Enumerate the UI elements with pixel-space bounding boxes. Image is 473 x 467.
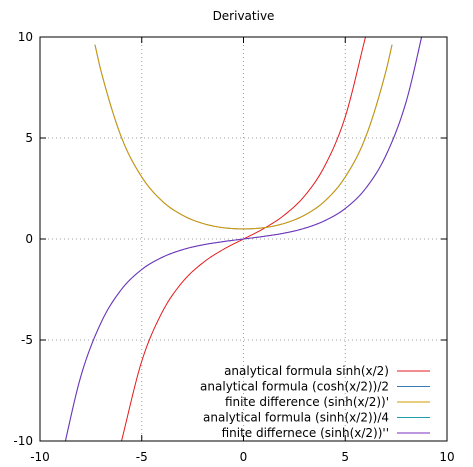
ticks: -10 -5 0 5 10 -10 -5 0 5 10 — [13, 30, 454, 464]
x-tick-label: -5 — [136, 450, 148, 464]
x-tick-label: -10 — [30, 450, 50, 464]
grid — [40, 37, 447, 441]
x-tick-label: 5 — [341, 450, 349, 464]
chart-title: Derivative — [213, 9, 275, 23]
y-tick-label: -10 — [13, 434, 33, 448]
y-tick-label: 0 — [25, 232, 33, 246]
legend-label: finite difference (sinh(x/2))' — [225, 395, 389, 409]
y-tick-label: 10 — [18, 30, 33, 44]
legend-label: analytical formula sinh(x/2) — [224, 364, 389, 378]
series-layer — [64, 37, 423, 441]
legend: analytical formula sinh(x/2) analytical f… — [200, 364, 430, 440]
series-line-3 — [94, 44, 393, 230]
x-tick-label: 0 — [240, 450, 248, 464]
series-line-5 — [64, 37, 423, 441]
legend-label: analytical formula (cosh(x/2))/2 — [200, 380, 389, 394]
legend-label: finite differnece (sinh(x/2))'' — [222, 426, 389, 440]
legend-label: analytical formula (sinh(x/2))/4 — [203, 411, 389, 425]
y-tick-label: -5 — [21, 333, 33, 347]
x-tick-label: 10 — [439, 450, 454, 464]
y-tick-label: 5 — [25, 131, 33, 145]
